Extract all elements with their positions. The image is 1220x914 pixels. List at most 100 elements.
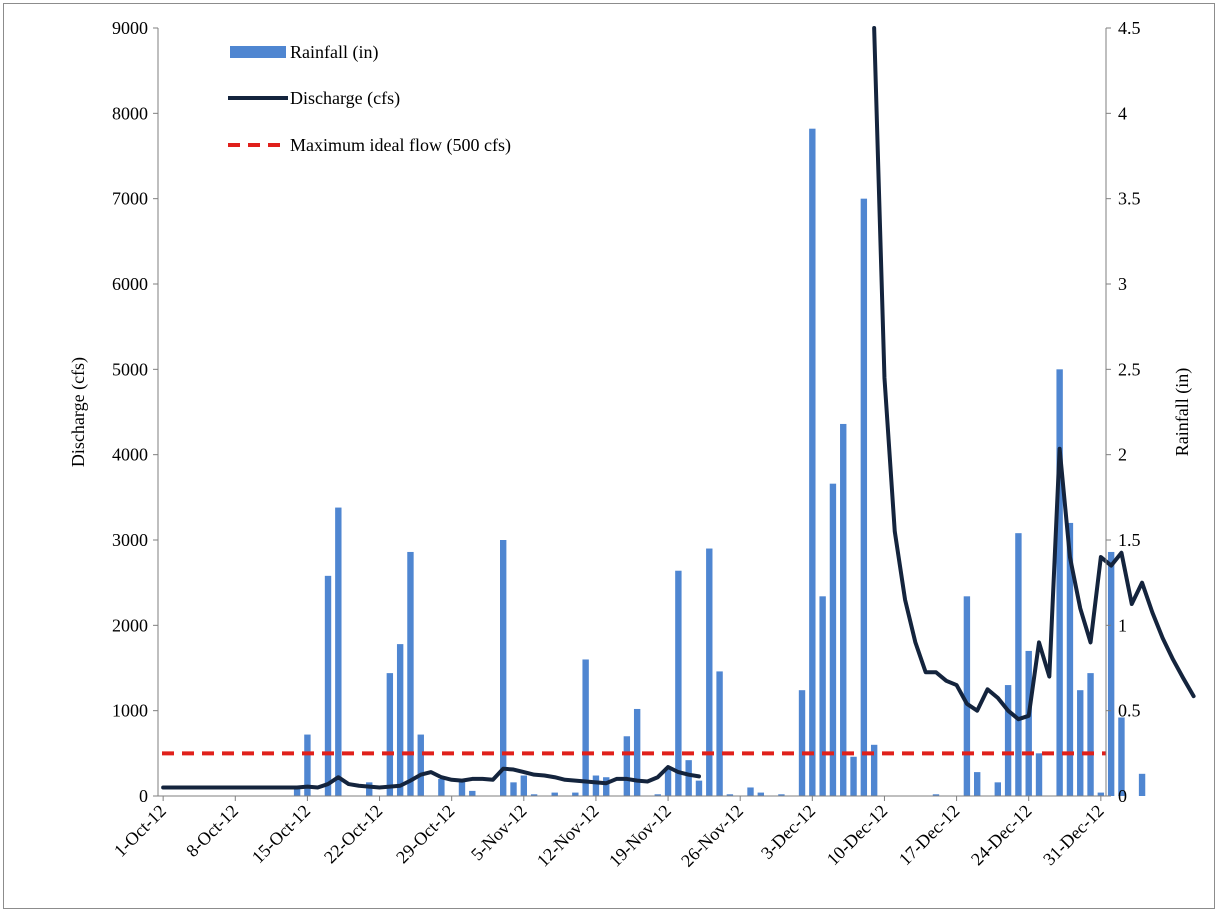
rainfall-bar [633, 708, 641, 796]
y-right-tick-label: 4.5 [1118, 18, 1141, 38]
chart-frame [3, 3, 1215, 909]
y-right-tick-label: 0.5 [1118, 701, 1141, 721]
rainfall-bar [1107, 551, 1115, 796]
rainfall-bar [778, 794, 785, 796]
rainfall-bar [530, 794, 538, 796]
x-tick-label: 5-Nov-12 [467, 801, 531, 865]
rainfall-bar [1138, 773, 1146, 796]
x-tick-label: 19-Nov-12 [605, 801, 675, 871]
rainfall-bar [324, 575, 332, 796]
rainfall-bar [932, 794, 940, 796]
x-tick-label: 17-Dec-12 [895, 801, 964, 870]
y-left-tick-label: 5000 [112, 359, 148, 379]
y-right-tick-label: 3.5 [1118, 189, 1141, 209]
legend-label-max-flow: Maximum ideal flow (500 cfs) [290, 135, 511, 156]
y-left-tick-label: 9000 [112, 18, 148, 38]
rainfall-bar [592, 775, 600, 796]
x-tick-label: 29-Oct-12 [392, 801, 458, 867]
rainfall-bar [582, 659, 589, 796]
y-right-tick-label: 1 [1118, 615, 1127, 635]
rainfall-bar [1004, 685, 1012, 796]
rainfall-bar [675, 570, 682, 796]
discharge-line [872, 26, 1196, 722]
y-left-tick-label: 0 [139, 786, 148, 806]
rainfall-bar [654, 794, 661, 796]
rainfall-bar [1118, 717, 1125, 796]
x-tick-label: 22-Oct-12 [320, 801, 386, 867]
y-right-tick-label: 2.5 [1118, 359, 1141, 379]
rainfall-bar [974, 772, 981, 796]
rainfall-bar [706, 548, 713, 796]
y-left-tick-label: 6000 [112, 274, 148, 294]
y-right-tick-label: 2 [1118, 445, 1127, 465]
rainfall-bar [572, 792, 579, 796]
x-tick-label: 26-Nov-12 [677, 801, 747, 871]
rainfall-bar [1035, 753, 1043, 796]
rainfall-bar [850, 756, 857, 796]
y-left-tick-label: 1000 [112, 701, 148, 721]
legend-swatch-rainfall [230, 46, 286, 58]
rainfall-bar [726, 794, 734, 796]
rainfall-bar [458, 778, 466, 796]
rainfall-bar [870, 744, 878, 796]
y-left-tick-label: 7000 [112, 189, 148, 209]
rainfall-bar [335, 507, 342, 796]
rainfall-bar [829, 483, 837, 796]
rainfall-bar [407, 551, 414, 796]
x-tick-label: 10-Dec-12 [823, 801, 892, 870]
plot-area [161, 26, 1196, 797]
rainfall-bar [1077, 690, 1084, 796]
y-left-axis-title: Discharge (cfs) [68, 357, 89, 467]
x-tick-label: 1-Oct-12 [110, 801, 170, 861]
y-left-tick-label: 2000 [112, 615, 148, 635]
rainfall-bar [500, 540, 507, 796]
rainfall-bar [366, 782, 373, 796]
rainfall-bar [386, 673, 394, 796]
legend: Rainfall (in) Discharge (cfs) Maximum id… [228, 42, 511, 156]
rainfall-bar [664, 766, 672, 796]
rainfall-bar [840, 423, 847, 796]
rainfall-bar [963, 596, 971, 796]
y-right-tick-label: 1.5 [1118, 530, 1141, 550]
rainfall-bar [1015, 533, 1022, 796]
rainfall-bar [603, 777, 610, 796]
x-tick-label: 8-Oct-12 [182, 801, 242, 861]
rainfall-bar [469, 790, 476, 796]
rainfall-bar [510, 782, 517, 796]
rainfall-bar [809, 128, 816, 796]
rainfall-bar [747, 787, 754, 796]
y-right-tick-label: 3 [1118, 274, 1127, 294]
legend-label-rainfall: Rainfall (in) [290, 42, 378, 63]
rainfall-bar [860, 198, 868, 797]
y-right-tick-label: 0 [1118, 786, 1127, 806]
rainfall-bar [1087, 673, 1094, 796]
y-right-tick-label: 4 [1118, 103, 1127, 123]
rainfall-bar [551, 792, 558, 796]
rainfall-bar [1025, 650, 1032, 796]
rainfall-bar [304, 734, 311, 796]
rainfall-bar [819, 596, 826, 796]
x-tick-label: 24-Dec-12 [967, 801, 1036, 870]
rainfall-bar [396, 644, 404, 796]
rainfall-bar [716, 671, 723, 796]
x-tick-label: 12-Nov-12 [533, 801, 603, 871]
x-tick-label: 31-Dec-12 [1039, 801, 1108, 870]
rainfall-bar [438, 778, 445, 796]
rainfall-bar [695, 780, 703, 796]
y-left-tick-label: 8000 [112, 103, 148, 123]
discharge-line [161, 764, 701, 790]
rainfall-bar [1066, 522, 1074, 796]
rainfall-bar [293, 787, 301, 796]
rainfall-bar [623, 736, 631, 796]
rainfall-bar [757, 792, 764, 796]
y-left-tick-label: 4000 [112, 445, 148, 465]
y-left-tick-label: 3000 [112, 530, 148, 550]
rainfall-bar [1097, 792, 1105, 796]
legend-label-discharge: Discharge (cfs) [290, 88, 400, 109]
rainfall-bar [417, 734, 424, 796]
rainfall-bar [520, 775, 527, 796]
rainfall-bar [685, 760, 692, 796]
rainfall-bar [1056, 369, 1063, 796]
y-right-axis-title: Rainfall (in) [1172, 368, 1193, 456]
